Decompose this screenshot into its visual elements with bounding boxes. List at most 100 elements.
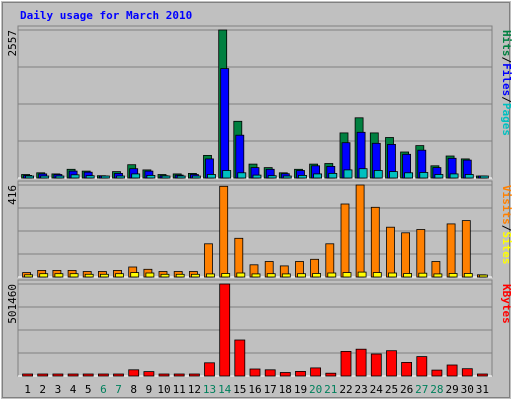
kbytes-bar-kbytes [264, 369, 276, 377]
hits-bar-pages [85, 175, 95, 179]
kbytes-bar-kbytes [401, 361, 413, 377]
kbytes-bar-kbytes [188, 373, 200, 377]
visits-legend: Visits/Sites [500, 185, 512, 265]
day-label: 13 [203, 383, 216, 396]
visits-bar-sites [69, 273, 79, 278]
hits-bar-files [220, 68, 230, 179]
day-label: 7 [115, 383, 122, 396]
visits-bar-sites [478, 274, 488, 278]
visits-bar-sites [388, 272, 397, 278]
kbytes-bar-kbytes [204, 362, 215, 377]
visits-legend-entry: Visits [500, 185, 512, 225]
visits-bar-sites [297, 273, 306, 278]
visits-bar-sites [115, 273, 124, 278]
kbytes-bar-kbytes [52, 373, 64, 377]
hits-bar-pages [267, 175, 277, 179]
panel-kbytes: 501460 KBytes [6, 279, 512, 377]
kbytes-bar-kbytes [249, 368, 261, 377]
day-label: 3 [55, 383, 62, 396]
day-label: 11 [173, 383, 186, 396]
hits-legend-entry: Hits [500, 30, 512, 57]
kbytes-bar-kbytes [219, 283, 231, 377]
hits-bar-pages [449, 173, 459, 179]
visits-bar-sites [221, 273, 231, 278]
hits-bar-pages [298, 174, 307, 179]
day-label: 1 [24, 383, 31, 396]
day-label: 27 [415, 383, 428, 396]
visits-bar-sites [327, 272, 337, 278]
visits-bar-sites [448, 273, 458, 278]
hits-bar-pages [116, 175, 125, 179]
kbytes-bar-kbytes [325, 372, 337, 377]
hits-bar-pages [373, 170, 383, 179]
kbytes-bar-kbytes [143, 371, 155, 377]
hits-bar-pages [434, 174, 444, 179]
visits-bar-sites [24, 274, 34, 278]
panel-visits: 416 Visits/Sites [6, 180, 512, 278]
kbytes-bar-kbytes [476, 373, 488, 377]
visits-bar-sites [100, 273, 109, 278]
visits-bar-sites [418, 272, 428, 278]
day-label: 10 [157, 383, 170, 396]
visits-bar-sites [403, 273, 413, 278]
day-label: 16 [248, 383, 261, 396]
visits-bar-sites [84, 273, 94, 278]
kbytes-bar-kbytes [446, 364, 458, 377]
day-label: 19 [294, 383, 307, 396]
visits-bar-sites [357, 271, 367, 278]
kbytes-bar-kbytes [158, 373, 170, 377]
visits-bar-visits [370, 206, 380, 278]
day-label: 25 [385, 383, 398, 396]
day-label: 4 [70, 383, 77, 396]
visits-bar-visits [386, 226, 395, 278]
kbytes-bar-kbytes [370, 353, 382, 377]
visits-bar-visits [401, 232, 411, 278]
chart-title: Daily usage for March 2010 [20, 9, 192, 22]
kbytes-ymax-label: 501460 [6, 284, 19, 324]
kbytes-bar-kbytes [82, 373, 94, 377]
kbytes-bar-kbytes [234, 339, 246, 377]
visits-bar-visits [446, 223, 456, 278]
day-label: 6 [100, 383, 107, 396]
hits-bar-pages [191, 175, 201, 179]
kbytes-bar-kbytes [22, 373, 34, 377]
visits-bar-sites [206, 273, 215, 278]
day-label: 5 [85, 383, 92, 396]
kbytes-bar-kbytes [113, 373, 124, 377]
visits-bar-sites [145, 272, 155, 278]
visits-bar-visits [219, 185, 229, 278]
hits-bar-pages [25, 175, 35, 179]
visits-legend-entry: / [500, 225, 512, 232]
hits-bar-pages [176, 175, 186, 179]
hits-bar-pages [358, 168, 368, 179]
hits-bar-pages [252, 174, 262, 179]
day-label: 9 [146, 383, 153, 396]
kbytes-bar-kbytes [416, 356, 428, 377]
visits-bar-sites [342, 272, 352, 278]
visits-bar-visits [325, 243, 335, 278]
visits-bar-visits [204, 243, 213, 278]
hits-bar-pages [343, 169, 353, 179]
day-axis-labels: 1 2 3 4 5 6 7 8 9 10 11 12 13 14 15 16 17 18 19 20 21 22 23 24 2… [24, 383, 489, 396]
hits-ymax-label: 2557 [6, 30, 19, 57]
hits-bar-pages [146, 174, 156, 179]
day-label: 26 [400, 383, 413, 396]
hits-bar-pages [404, 172, 414, 179]
hits-bar-pages [131, 173, 141, 179]
hits-legend: Hits/Files/Pages [500, 30, 512, 136]
visits-bar-sites [372, 272, 382, 278]
day-label: 8 [130, 383, 137, 396]
hits-bar-pages [464, 174, 474, 179]
visits-bar-sites [39, 273, 49, 278]
visits-bar-visits [234, 237, 244, 278]
kbytes-bar-kbytes [279, 372, 291, 377]
hits-bar-pages [207, 174, 216, 179]
hits-bar-pages [40, 175, 50, 179]
day-label: 15 [233, 383, 246, 396]
visits-bar-sites [266, 273, 276, 278]
day-label: 12 [188, 383, 201, 396]
